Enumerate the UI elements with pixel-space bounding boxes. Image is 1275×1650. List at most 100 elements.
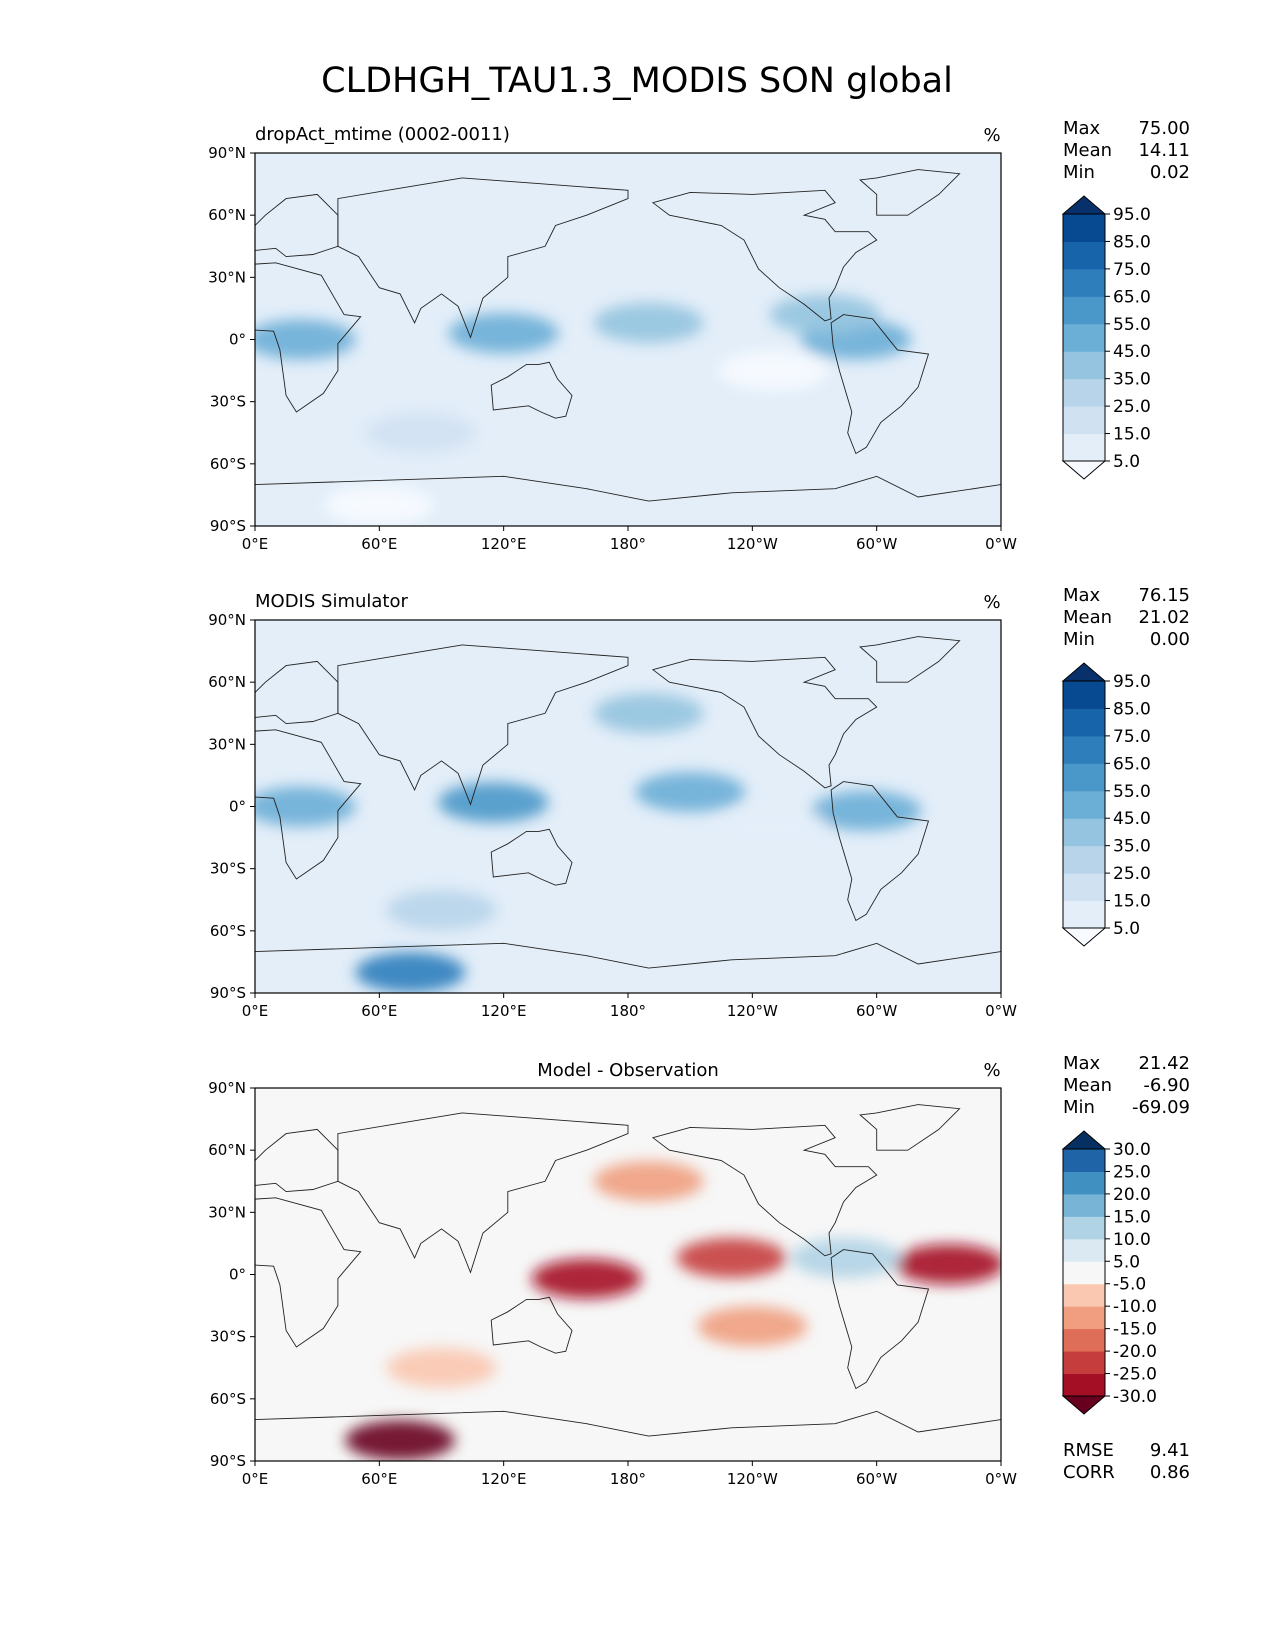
colorbar-segment (1063, 378, 1105, 407)
field-region (255, 319, 356, 360)
coastline-south_america (830, 314, 930, 455)
colorbar-tick-label: 45.0 (1113, 342, 1151, 362)
field-region (790, 1237, 901, 1278)
colorbar-segment (1063, 900, 1105, 929)
field-region (531, 1258, 642, 1299)
coastline-greenland (859, 169, 961, 216)
y-tick-label: 30°N (208, 1203, 246, 1221)
field-region (718, 807, 829, 848)
coastline-asia (337, 1112, 629, 1274)
field-region (345, 1420, 456, 1461)
y-tick-label: 60°S (210, 1390, 246, 1408)
stat-value: 76.15 (1138, 585, 1190, 606)
colorbar-segment (1063, 268, 1105, 297)
colorbar-tick-label: 95.0 (1113, 205, 1151, 225)
coastline-antarctica (255, 475, 1001, 526)
field-region (593, 1161, 704, 1202)
y-tick-label: 90°S (210, 517, 246, 535)
colorbar-segment (1063, 1373, 1105, 1397)
stat-value: 75.00 (1138, 118, 1190, 139)
x-tick-label: 120°E (481, 1470, 527, 1488)
colorbar-extend-min (1061, 927, 1107, 947)
y-tick-label: 90°S (210, 984, 246, 1002)
coastline-africa (255, 262, 362, 413)
stat-label: Max (1063, 1053, 1101, 1074)
y-tick-label: 60°S (210, 922, 246, 940)
coastline-australia (490, 1296, 573, 1354)
x-tick-label: 0°W (985, 1470, 1017, 1488)
y-tick-label: 30°N (208, 268, 246, 286)
coastline-antarctica (255, 1410, 1001, 1461)
stat-value: 9.41 (1150, 1440, 1190, 1461)
panel-title: dropAct_mtime (0002-0011) (255, 124, 510, 145)
x-tick-label: 0°E (242, 1002, 269, 1020)
coastline-antarctica (255, 942, 1001, 993)
colorbar-tick-label: 15.0 (1113, 425, 1151, 445)
colorbar-segment (1063, 845, 1105, 874)
colorbar-tick-label: -15.0 (1113, 1320, 1157, 1340)
coastline-australia (490, 828, 573, 886)
stat-value: 0.00 (1150, 629, 1190, 650)
x-tick-label: 120°W (727, 535, 778, 553)
colorbar-segment (1063, 873, 1105, 902)
coastlines (255, 1104, 1001, 1461)
units-label: % (983, 125, 1000, 146)
coastline-asia (337, 644, 629, 806)
field-region (324, 485, 435, 526)
y-tick-label: 30°N (208, 735, 246, 753)
colorbar-tick-label: 10.0 (1113, 1230, 1151, 1250)
y-tick-label: 30°S (210, 1328, 246, 1346)
x-tick-label: 180° (610, 1002, 646, 1020)
stat-label: Mean (1063, 607, 1112, 628)
field-region (448, 313, 559, 354)
field-region (811, 790, 922, 831)
field-region (438, 782, 549, 823)
colorbar-tick-label: 35.0 (1113, 370, 1151, 390)
stat-value: -69.09 (1132, 1097, 1190, 1118)
x-tick-label: 60°E (361, 1002, 397, 1020)
colorbar-segment (1063, 1328, 1105, 1352)
colorbar-segment (1063, 1193, 1105, 1217)
colorbar-tick-label: 55.0 (1113, 782, 1151, 802)
map-field (255, 153, 1001, 526)
y-tick-label: 0° (229, 1266, 246, 1284)
colorbar-segment (1063, 1149, 1105, 1172)
y-tick-label: 60°N (208, 1141, 246, 1159)
colorbar-tick-label: 65.0 (1113, 754, 1151, 774)
y-tick-label: 90°S (210, 1452, 246, 1470)
colorbar-tick-label: -30.0 (1113, 1387, 1157, 1407)
colorbar: 5.0 15.0 25.0 35.0 45.0 55.0 65.0 75.0 85.0 95.0 (1061, 195, 1151, 480)
colorbar-tick-label: -25.0 (1113, 1365, 1157, 1385)
coastline-africa (255, 1197, 362, 1348)
colorbar-segment (1063, 681, 1105, 709)
field-region (386, 890, 497, 931)
colorbar-tick-label: -10.0 (1113, 1297, 1157, 1317)
colorbar-segment (1063, 790, 1105, 819)
stat-label: Min (1063, 1097, 1095, 1118)
x-tick-label: 180° (610, 535, 646, 553)
panel-difference: Model - Observation % 0°E 60°E 120°E 180° 120°… (208, 1053, 1190, 1488)
x-tick-label: 0°E (242, 535, 269, 553)
field-region (718, 350, 829, 391)
panel-reference: MODIS Simulator % 0°E 60°E 120°E 180° 120°W 60°… (208, 585, 1190, 1020)
colorbar-segment (1063, 351, 1105, 380)
y-tick-label: 60°N (208, 673, 246, 691)
colorbar-segment (1063, 735, 1105, 764)
stat-label: Max (1063, 118, 1101, 139)
y-tick-label: 90°N (208, 1079, 246, 1097)
colorbar-tick-label: 5.0 (1113, 919, 1140, 939)
colorbar-extend-max (1061, 662, 1107, 682)
map-field (255, 1088, 1001, 1461)
coastline-north_america (651, 656, 878, 789)
x-tick-label: 60°E (361, 1470, 397, 1488)
x-tick-label: 180° (610, 1470, 646, 1488)
y-tick-label: 90°N (208, 611, 246, 629)
map-field (255, 620, 1001, 993)
colorbar-segment (1063, 1238, 1105, 1262)
stat-label: CORR (1063, 1462, 1115, 1483)
stat-value: 0.86 (1150, 1462, 1190, 1483)
field-region (769, 294, 880, 335)
x-tick-label: 120°W (727, 1470, 778, 1488)
colorbar: -30.0-25.0 -20.0-15.0 -10.0-5.0 5.010.0 15.0… (1061, 1130, 1157, 1415)
colorbar-tick-label: 95.0 (1113, 672, 1151, 692)
